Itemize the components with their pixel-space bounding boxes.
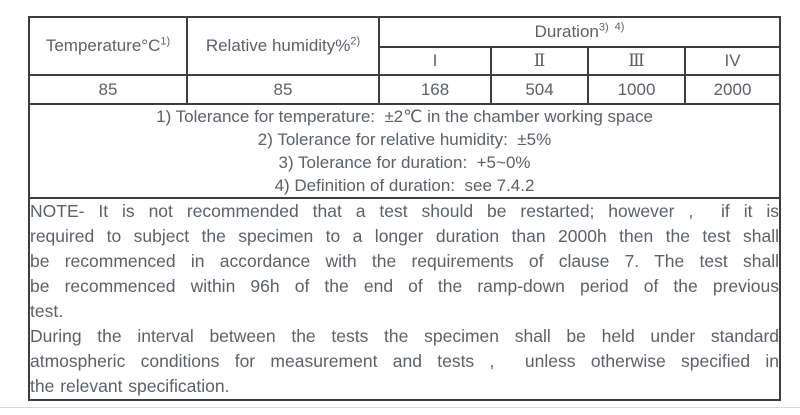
note-text-line: the relevant specification. — [30, 376, 230, 396]
note-cell: NOTE- It is not recommended that a test … — [27, 197, 782, 401]
duration-class-IV: IV — [683, 46, 782, 76]
duration-value-II: 504 — [490, 74, 589, 105]
footnote-1: 1) Tolerance for temperature: ±2℃ in the… — [156, 107, 653, 126]
humidity-header-label: Relative humidity% — [205, 36, 351, 55]
note-text-line: atmospheric conditions for measurement a… — [30, 351, 780, 371]
footnotes-row: 1) Tolerance for temperature: ±2℃ in the… — [27, 103, 782, 199]
footnote-2: 2) Tolerance for relative humidity: ±5% — [257, 130, 552, 149]
note-text-line: be recommenced within 96h of the end of … — [30, 276, 780, 296]
note-text-line: be recommenced in accordance with the re… — [30, 251, 780, 271]
footnotes-cell: 1) Tolerance for temperature: ±2℃ in the… — [27, 103, 782, 199]
duration-class-III: Ⅲ — [587, 46, 686, 76]
duration-footnote-ref-3: 3) — [598, 21, 609, 34]
header-row-top: Temperature°C1) Relative humidity%2) Dur… — [28, 16, 782, 76]
temperature-header-label: Temperature°C — [45, 36, 161, 55]
note-text-line: During the interval between the tests th… — [30, 326, 780, 346]
duration-header-label: Duration — [534, 22, 599, 41]
page-edge-line — [0, 407, 800, 408]
footnote-4: 4) Definition of duration: see 7.4.2 — [274, 176, 535, 195]
humidity-footnote-ref: 2) — [350, 35, 361, 48]
note-text-line: required to subject the specimen to a lo… — [30, 226, 780, 246]
duration-class-row: I Ⅱ Ⅲ IV — [29, 46, 782, 76]
temperature-header-cell: Temperature°C1) — [28, 16, 188, 76]
duration-header-cell: Duration3) 4) — [377, 16, 782, 48]
duration-class-I: I — [378, 46, 492, 76]
duration-value-III: 1000 — [587, 74, 686, 105]
duration-class-II: Ⅱ — [490, 46, 589, 76]
duration-value-I: 168 — [378, 74, 492, 105]
note-row: NOTE- It is not recommended that a test … — [27, 197, 782, 401]
temperature-value: 85 — [28, 74, 188, 105]
note-text-line: test. — [30, 301, 64, 321]
test-conditions-table: Temperature°C1) Relative humidity%2) Dur… — [27, 16, 782, 401]
humidity-header-cell: Relative humidity%2) — [186, 16, 380, 76]
duration-footnote-ref-4: 4) — [614, 21, 625, 34]
values-row: 85 85 168 504 1000 2000 — [28, 74, 782, 105]
footnote-3: 3) Tolerance for duration: +5~0% — [278, 153, 531, 172]
humidity-value: 85 — [186, 74, 380, 105]
temperature-footnote-ref: 1) — [160, 35, 171, 48]
duration-value-IV: 2000 — [683, 74, 782, 105]
note-text-line: NOTE- It is not recommended that a test … — [30, 201, 780, 221]
